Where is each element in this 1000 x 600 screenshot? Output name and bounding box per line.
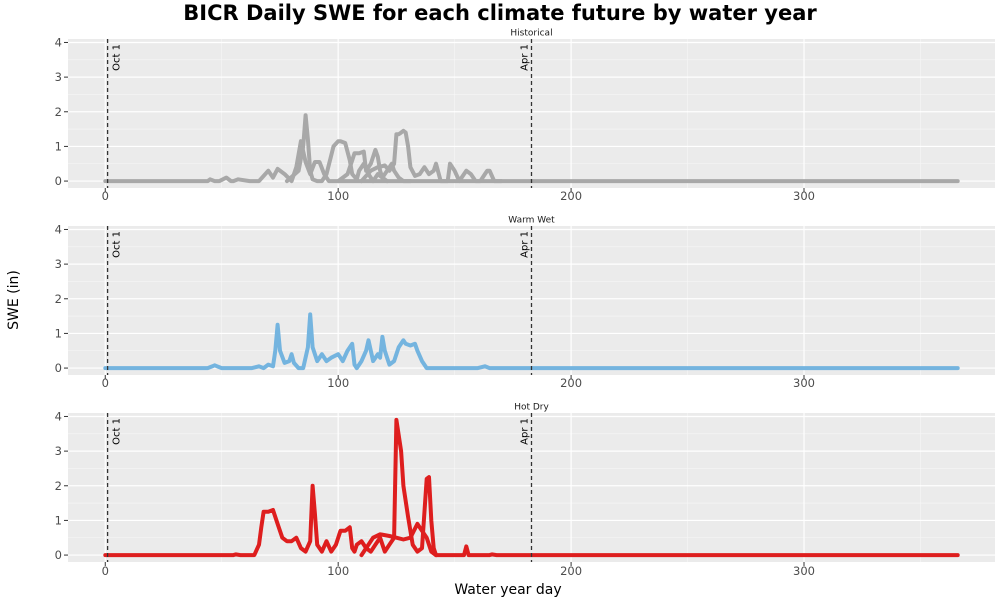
x-tick-label: 100 <box>327 376 349 390</box>
y-tick-label: 4 <box>55 222 62 236</box>
series-line <box>103 417 960 558</box>
x-tick-label: 0 <box>102 376 109 390</box>
y-tick-label: 3 <box>55 444 62 458</box>
x-tick-label: 0 <box>102 564 109 578</box>
y-tick-label: 4 <box>55 409 62 423</box>
annotation-label: Apr 1 <box>520 231 531 258</box>
x-tick-label: 300 <box>793 564 815 578</box>
panel-title: Hot Dry <box>514 403 549 413</box>
panel-0: Historical 0 1 2 3 4 0 100 200 300 Oct 1 Apr 1 <box>55 29 995 203</box>
annotation-label: Oct 1 <box>112 231 123 258</box>
x-tick-label: 300 <box>793 189 815 203</box>
chart-title: BICR Daily SWE for each climate future b… <box>183 1 817 25</box>
series-line <box>359 521 438 558</box>
y-tick-label: 2 <box>55 479 62 493</box>
annotation-label: Apr 1 <box>520 44 531 71</box>
panel-title: Historical <box>510 29 552 39</box>
x-axis-label: Water year day <box>454 582 562 598</box>
annotation-label: Oct 1 <box>112 44 123 71</box>
series-line <box>359 128 504 184</box>
y-tick-label: 3 <box>55 70 62 84</box>
panel-1: Warm Wet 0 1 2 3 4 0 100 200 300 Oct 1 Apr 1 <box>55 216 995 390</box>
y-tick-label: 0 <box>55 361 62 375</box>
x-tick-label: 300 <box>793 376 815 390</box>
panel-2: Hot Dry 0 1 2 3 4 0 100 200 300 Oct 1 Apr 1 <box>55 403 995 578</box>
series-line <box>103 312 960 371</box>
y-tick-label: 0 <box>55 548 62 562</box>
y-tick-label: 1 <box>55 139 62 153</box>
panel-title: Warm Wet <box>508 216 555 226</box>
y-tick-label: 2 <box>55 105 62 119</box>
y-tick-label: 2 <box>55 292 62 306</box>
y-tick-label: 1 <box>55 513 62 527</box>
annotation-label: Apr 1 <box>520 418 531 445</box>
x-tick-label: 200 <box>560 189 582 203</box>
y-tick-label: 3 <box>55 257 62 271</box>
series-line <box>336 147 413 184</box>
y-tick-label: 0 <box>55 174 62 188</box>
x-tick-label: 0 <box>102 189 109 203</box>
y-tick-label: 4 <box>55 35 62 49</box>
x-tick-label: 100 <box>327 189 349 203</box>
x-tick-label: 100 <box>327 564 349 578</box>
y-tick-label: 1 <box>55 326 62 340</box>
x-tick-label: 200 <box>560 564 582 578</box>
annotation-label: Oct 1 <box>112 418 123 445</box>
x-tick-label: 200 <box>560 376 582 390</box>
series-line <box>103 139 960 184</box>
